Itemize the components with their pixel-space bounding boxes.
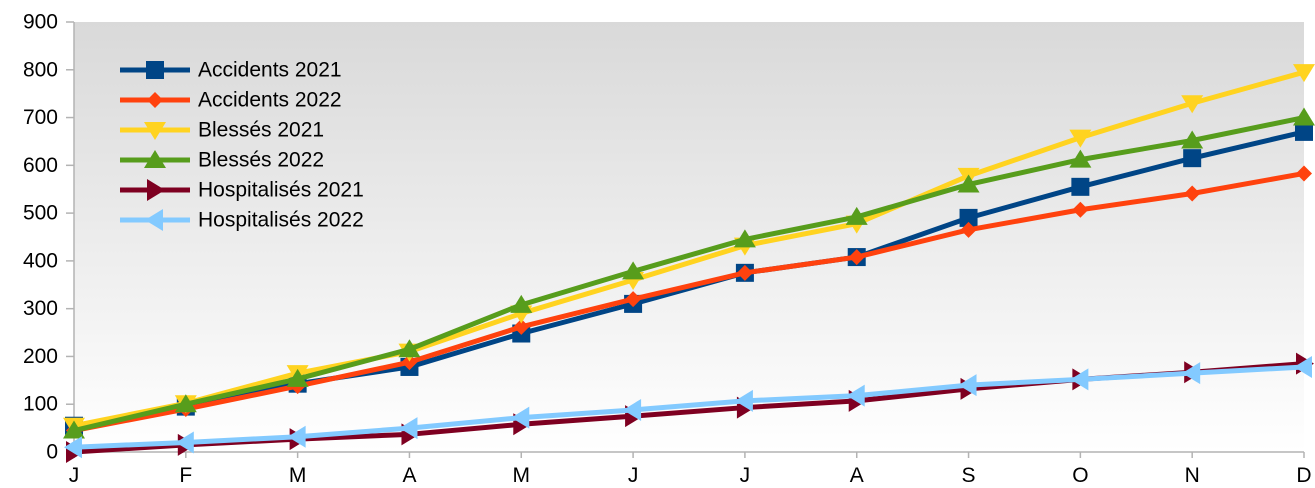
data-point <box>401 354 418 371</box>
data-point <box>734 389 753 412</box>
data-point <box>1182 362 1201 385</box>
data-point <box>1070 368 1089 391</box>
x-tick-label: N <box>1185 464 1200 487</box>
legend-marker <box>145 209 163 231</box>
data-point <box>174 394 197 413</box>
x-tick-label: M <box>513 464 531 487</box>
data-point <box>1294 355 1312 378</box>
data-point <box>1072 201 1089 218</box>
legend-label: Hospitalisés 2021 <box>198 179 364 202</box>
legend-label: Accidents 2022 <box>198 89 342 112</box>
legend-item: Accidents 2022 <box>120 89 342 112</box>
y-tick-label: 800 <box>23 58 58 81</box>
series-line <box>73 170 1305 433</box>
y-tick-label: 200 <box>23 345 58 368</box>
data-point <box>175 431 194 454</box>
y-tick-label: 0 <box>46 441 58 464</box>
legend-item: Accidents 2021 <box>120 59 342 82</box>
legend-marker <box>147 179 165 201</box>
x-tick-label: D <box>1296 464 1311 487</box>
legend-marker <box>144 122 166 140</box>
x-tick-label: S <box>962 464 976 487</box>
data-point <box>957 174 980 193</box>
data-point <box>958 374 977 397</box>
axes: 0 100 200 300 400 500 600 700 800 900 J F M A M J J A S O N D <box>23 11 1312 488</box>
legend-marker <box>146 61 164 79</box>
data-point <box>625 291 642 308</box>
data-point <box>510 294 533 313</box>
data-point <box>959 208 978 227</box>
series-5 <box>64 355 1312 459</box>
x-tick-label: A <box>402 464 416 487</box>
data-point <box>511 406 530 429</box>
legend-label: Blessés 2022 <box>198 149 324 172</box>
data-point <box>848 249 865 266</box>
data-point <box>1295 122 1313 141</box>
data-point <box>622 261 645 280</box>
data-point <box>1184 185 1201 202</box>
legend-label: Blessés 2021 <box>198 119 324 142</box>
data-point <box>1181 130 1204 149</box>
data-point <box>736 264 753 281</box>
data-point <box>1293 107 1315 126</box>
data-point <box>63 420 85 439</box>
data-point <box>1069 129 1092 148</box>
x-tick-label: J <box>69 464 80 487</box>
data-point <box>1071 177 1090 196</box>
y-tick-label: 900 <box>23 11 58 34</box>
y-tick-label: 300 <box>23 297 58 320</box>
x-tick-label: J <box>628 464 639 487</box>
series-layer <box>63 64 1315 463</box>
legend-marker <box>144 150 166 168</box>
x-tick-label: F <box>179 464 192 487</box>
legend-item: Blessés 2021 <box>120 119 324 142</box>
data-point <box>286 368 309 387</box>
data-point <box>64 436 82 459</box>
legend: Accidents 2021 Accidents 2022 Blessés 2021… <box>120 59 364 232</box>
data-point <box>1296 165 1312 182</box>
series-3 <box>63 107 1315 439</box>
data-point <box>623 398 642 421</box>
x-tick-label: M <box>289 464 307 487</box>
y-tick-label: 400 <box>23 249 58 272</box>
series-line <box>73 364 1305 450</box>
legend-item: Hospitalisés 2022 <box>120 209 364 232</box>
y-tick-label: 700 <box>23 106 58 129</box>
data-point <box>733 229 756 248</box>
legend-label: Accidents 2021 <box>198 59 342 82</box>
legend-item: Blessés 2022 <box>120 149 324 172</box>
y-tick-label: 500 <box>23 202 58 225</box>
legend-marker <box>147 92 163 108</box>
data-point <box>399 417 418 440</box>
y-tick-label: 600 <box>23 154 58 177</box>
data-point <box>1293 64 1315 83</box>
x-tick-label: A <box>850 464 864 487</box>
data-point <box>1183 149 1202 168</box>
y-tick-label: 100 <box>23 393 58 416</box>
data-point <box>845 206 868 225</box>
legend-label: Hospitalisés 2022 <box>198 209 364 232</box>
data-point <box>1069 149 1092 168</box>
series-line <box>73 115 1305 433</box>
x-tick-label: J <box>740 464 751 487</box>
series-line <box>73 69 1305 429</box>
data-point <box>287 425 306 448</box>
data-point <box>513 318 530 335</box>
x-tick-label: O <box>1072 464 1088 487</box>
data-point <box>1181 95 1204 114</box>
data-point <box>960 221 977 238</box>
legend-item: Hospitalisés 2021 <box>120 179 364 202</box>
data-point <box>846 384 865 407</box>
data-point <box>398 339 421 358</box>
